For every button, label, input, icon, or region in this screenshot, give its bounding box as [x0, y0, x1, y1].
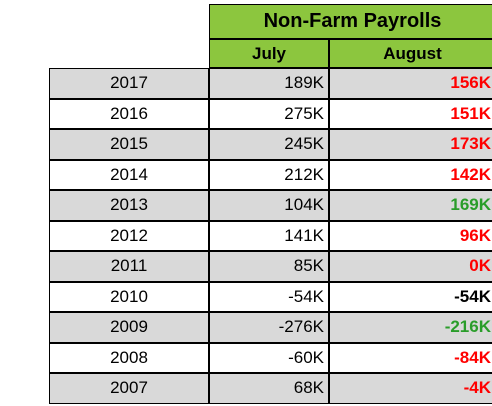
- table-row: 2014 212K 142K: [49, 159, 492, 190]
- table-title: Non-Farm Payrolls: [209, 4, 492, 39]
- table-row: 2009 -276K -216K: [49, 312, 492, 343]
- july-cell: -60K: [209, 342, 329, 373]
- july-cell: 85K: [209, 251, 329, 282]
- august-cell: -84K: [329, 342, 492, 373]
- july-cell: 68K: [209, 373, 329, 404]
- year-cell: 2013: [49, 190, 209, 221]
- table-row: 2017 189K 156K: [49, 68, 492, 99]
- year-cell: 2011: [49, 251, 209, 282]
- august-cell: 156K: [329, 68, 492, 99]
- august-cell: 142K: [329, 159, 492, 190]
- table-row: 2016 275K 151K: [49, 98, 492, 129]
- august-cell: 0K: [329, 251, 492, 282]
- table-row: 2013 104K 169K: [49, 190, 492, 221]
- table-row: 2011 85K 0K: [49, 251, 492, 282]
- july-cell: 189K: [209, 68, 329, 99]
- august-cell: -216K: [329, 312, 492, 343]
- august-cell: -4K: [329, 373, 492, 404]
- year-cell: 2015: [49, 129, 209, 160]
- august-cell: 169K: [329, 190, 492, 221]
- year-cell: 2017: [49, 68, 209, 99]
- july-cell: 104K: [209, 190, 329, 221]
- table-row: 2007 68K -4K: [49, 373, 492, 404]
- year-cell: 2014: [49, 159, 209, 190]
- year-cell: 2016: [49, 98, 209, 129]
- year-cell: 2008: [49, 342, 209, 373]
- table-row: 2008 -60K -84K: [49, 342, 492, 373]
- year-cell: 2007: [49, 373, 209, 404]
- table-row: 2010 -54K -54K: [49, 281, 492, 312]
- column-header-august: August: [329, 39, 492, 68]
- august-cell: 151K: [329, 98, 492, 129]
- year-cell: 2009: [49, 312, 209, 343]
- july-cell: -276K: [209, 312, 329, 343]
- july-cell: 245K: [209, 129, 329, 160]
- table-row: 2015 245K 173K: [49, 129, 492, 160]
- july-cell: -54K: [209, 281, 329, 312]
- august-cell: 96K: [329, 220, 492, 251]
- august-cell: -54K: [329, 281, 492, 312]
- year-cell: 2010: [49, 281, 209, 312]
- july-cell: 212K: [209, 159, 329, 190]
- august-cell: 173K: [329, 129, 492, 160]
- column-header-july: July: [209, 39, 329, 68]
- july-cell: 275K: [209, 98, 329, 129]
- table-row: 2012 141K 96K: [49, 220, 492, 251]
- july-cell: 141K: [209, 220, 329, 251]
- year-cell: 2012: [49, 220, 209, 251]
